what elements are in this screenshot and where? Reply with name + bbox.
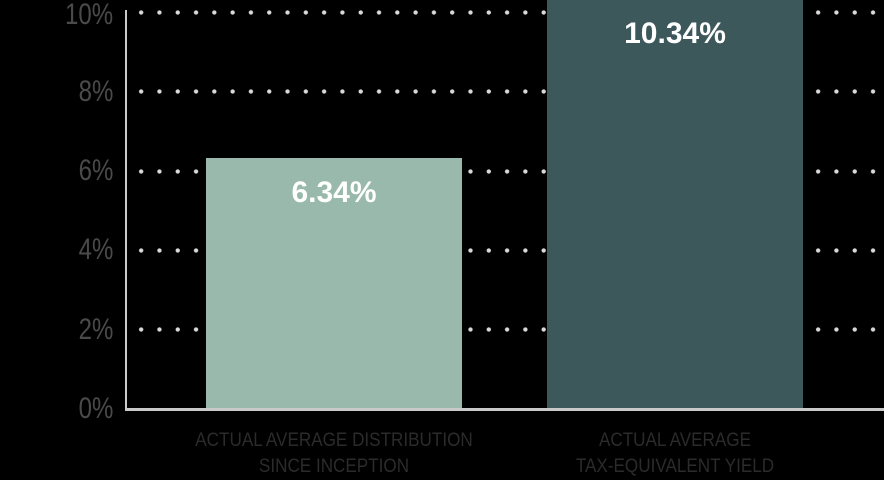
gridline-2pct [132, 327, 884, 333]
category-label-tax-equivalent: ACTUAL AVERAGE TAX-EQUIVALENT YIELD [477, 428, 873, 480]
y-axis: 0% 2% 4% 6% 8% 10% [0, 0, 113, 480]
y-tick-10: 10% [64, 0, 113, 31]
bar-value-label: 6.34% [291, 176, 377, 209]
y-tick-4: 4% [78, 233, 113, 267]
category-label-line: ACTUAL AVERAGE [598, 430, 752, 451]
plot-area: 6.34% 10.34% [127, 0, 884, 409]
y-tick-8: 8% [78, 74, 113, 108]
y-tick-2: 2% [78, 312, 113, 346]
y-axis-line [125, 10, 127, 411]
category-label-line: TAX-EQUIVALENT YIELD [575, 456, 775, 477]
y-tick-0: 0% [78, 392, 113, 425]
gridline-10pct [132, 10, 884, 15]
bar-actual-average-tax-equivalent-yield: 10.34% [547, 0, 803, 409]
bar-value-label: 10.34% [624, 17, 726, 50]
y-tick-6: 6% [78, 154, 113, 188]
x-axis-line [125, 408, 884, 411]
category-label-line: ACTUAL AVERAGE DISTRIBUTION [195, 430, 473, 451]
category-label-line: SINCE INCEPTION [258, 456, 410, 477]
category-label-distribution: ACTUAL AVERAGE DISTRIBUTION SINCE INCEPT… [136, 428, 532, 480]
gridline-6pct [132, 168, 884, 174]
gridline-8pct [132, 89, 884, 95]
bar-actual-average-distribution: 6.34% [206, 158, 462, 409]
gridline-4pct [132, 247, 884, 253]
